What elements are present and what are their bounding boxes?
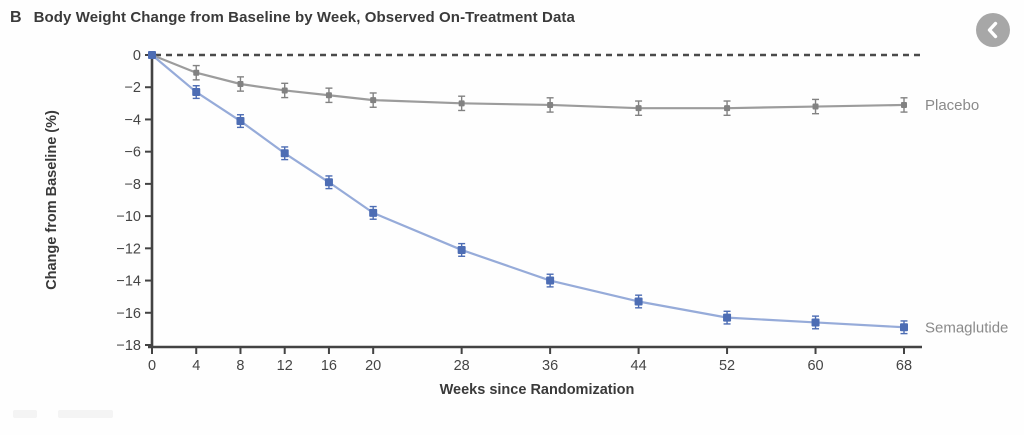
panel-title: Body Weight Change from Baseline by Week… [33,9,575,26]
semaglutide-marker [324,178,333,187]
placebo-marker [370,97,377,104]
y-tick-label: 0 [133,48,141,64]
x-tick-label: 60 [807,358,823,374]
y-tick-label: −6 [124,145,141,161]
x-tick-label: 20 [365,358,381,374]
placebo-marker [901,101,907,108]
y-tick-label: −14 [116,274,141,290]
panel-header: B Body Weight Change from Baseline by We… [10,9,575,27]
semaglutide-marker [900,323,908,332]
x-axis-title: Weeks since Randomization [439,382,635,398]
y-axis-title: Change from Baseline (%) [44,110,60,290]
semaglutide-marker [369,208,378,217]
semaglutide-marker [811,318,820,327]
placebo-series-label: Placebo [925,97,979,114]
chevron-left-icon [987,21,998,39]
placebo-marker [635,105,642,112]
semaglutide-marker [192,88,201,97]
semaglutide-marker [546,276,555,285]
x-tick-label: 4 [192,358,200,374]
y-tick-label: −12 [116,241,141,257]
placebo-marker [458,100,465,107]
placebo-marker [325,92,332,99]
x-tick-label: 8 [236,358,244,374]
y-tick-label: −10 [116,209,141,225]
semaglutide-marker [236,117,245,126]
x-tick-label: 16 [321,358,337,374]
faded-caption-artifact [13,410,37,418]
faded-caption-artifact [58,410,113,418]
semaglutide-marker [280,149,289,158]
placebo-marker [193,69,200,76]
placebo-marker [812,103,819,110]
semaglutide-marker [634,297,643,306]
y-tick-label: −4 [124,112,141,128]
semaglutide-line [151,54,905,329]
x-tick-label: 12 [277,358,293,374]
x-tick-label: 28 [454,358,470,374]
placebo-marker [281,87,288,94]
semaglutide-marker [457,245,466,254]
placebo-marker [547,101,554,108]
placebo-line [151,53,905,110]
semaglutide-marker [723,313,732,322]
placebo-marker [724,105,731,112]
x-tick-label: 0 [148,358,156,374]
x-tick-label: 52 [719,358,735,374]
semaglutide-marker [148,51,156,59]
x-tick-label: 36 [542,358,558,374]
y-tick-label: −18 [116,338,141,354]
x-tick-label: 44 [631,358,647,374]
y-tick-label: −16 [116,306,141,322]
y-tick-label: −8 [124,177,141,193]
x-tick-label: 68 [896,358,912,374]
semaglutide-series-label: Semaglutide [925,319,1008,336]
panel-letter: B [10,9,22,26]
prev-button[interactable] [976,13,1010,47]
placebo-marker [237,81,244,87]
y-tick-label: −2 [124,80,141,96]
